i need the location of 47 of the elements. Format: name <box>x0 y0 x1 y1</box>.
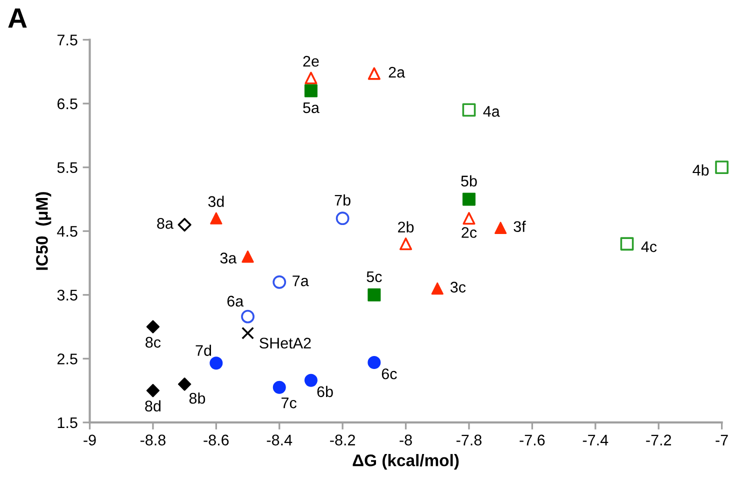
annotation: 7b <box>334 194 350 206</box>
x-tick-label: -7.2 <box>646 434 672 446</box>
annotation: 6a <box>227 296 244 307</box>
annotation: 7d <box>196 344 212 356</box>
x-axis-title: ΔG (kcal/mol) <box>352 454 459 470</box>
x-tick-label: -8.4 <box>266 434 292 446</box>
x-tick-label: -7.4 <box>582 434 608 446</box>
y-tick-label: 2.5 <box>57 354 78 364</box>
y-tick-label: 5.5 <box>57 162 78 174</box>
annotation: 3f <box>514 220 526 232</box>
annotation: 6c <box>382 368 397 380</box>
annotation: 2c <box>462 227 477 238</box>
annotation: 3a <box>220 252 237 264</box>
x-tick-label: -7 <box>716 434 728 446</box>
y-tick-label: 6.5 <box>57 98 78 110</box>
x-tick-label: -8 <box>400 434 412 446</box>
annotation: 5c <box>366 271 382 282</box>
annotation: 8b <box>189 392 206 404</box>
y-tick-label: 7.5 <box>58 34 78 46</box>
annotation: 3c <box>450 282 466 293</box>
annotation: 2b <box>398 221 414 233</box>
annotation: 4b <box>692 164 709 176</box>
y-axis-title: IC50 (μM) <box>36 192 52 270</box>
annotation: 2a <box>388 66 406 78</box>
x-tick-label: -8.2 <box>330 434 355 446</box>
annotation: 8c <box>146 336 161 348</box>
x-tick-label: -8.8 <box>140 434 166 446</box>
y-tick-label: 4.5 <box>57 226 78 237</box>
annotation: 4c <box>641 241 657 252</box>
annotation: 8a <box>157 218 174 229</box>
x-tick-label: -9 <box>84 434 96 446</box>
annotation: 5a <box>303 102 320 114</box>
x-tick-label: -7.8 <box>456 434 482 446</box>
annotation: 8d <box>145 400 160 412</box>
annotation: 7c <box>282 398 296 408</box>
annotation: 7a <box>292 276 309 286</box>
y-tick-label: 3.5 <box>57 290 78 301</box>
annotation: SHetA2 <box>260 338 311 349</box>
x-tick-label: -7.6 <box>520 434 545 446</box>
chart-title: A <box>8 8 27 28</box>
annotation: 4a <box>483 106 500 117</box>
annotation: 5b <box>461 175 477 186</box>
annotation: 3d <box>208 196 224 207</box>
x-tick-label: -8.6 <box>204 434 229 446</box>
y-tick-label: 1.5 <box>58 417 78 428</box>
annotation: 6b <box>317 386 333 398</box>
annotation: 2e <box>303 56 319 67</box>
